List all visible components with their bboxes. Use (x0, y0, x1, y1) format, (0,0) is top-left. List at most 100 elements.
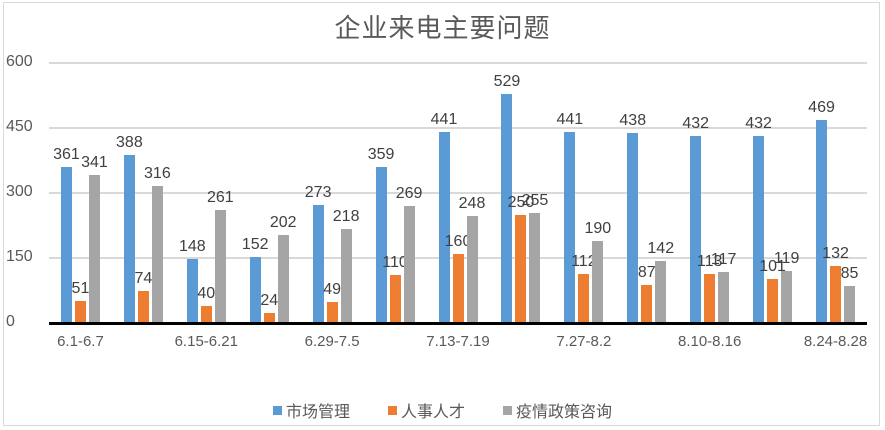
bar-hr (515, 214, 527, 323)
bar-hr (704, 274, 716, 323)
bar-covid (403, 206, 415, 323)
bar-market (123, 154, 135, 323)
bar-hr (641, 285, 653, 323)
y-tick-label: 450 (6, 118, 33, 135)
x-tick-label: 8.24-8.28 (803, 333, 868, 350)
bar-covid (529, 212, 541, 323)
legend-item: 市场管理 (272, 398, 350, 422)
gridline (49, 62, 867, 64)
data-label: 132 (822, 244, 849, 262)
data-label: 112 (571, 253, 597, 271)
x-tick-label: 7.13-7.19 (426, 333, 490, 350)
data-label: 361 (53, 145, 80, 163)
data-label: 51 (71, 279, 90, 297)
legend: 市场管理 人事人才 疫情政策咨询 (0, 398, 885, 422)
x-tick-label: 6.1-6.7 (57, 333, 104, 350)
y-tick-label: 0 (6, 313, 15, 330)
data-label: 40 (197, 284, 216, 302)
bar-hr (263, 312, 275, 323)
data-label: 438 (619, 112, 647, 130)
bar-market (249, 257, 261, 323)
bar-covid (592, 240, 604, 323)
bar-market (375, 167, 387, 323)
data-label: 142 (647, 240, 675, 258)
bar-market (690, 135, 702, 323)
legend-label: 市场管理 (285, 404, 350, 421)
bar-hr (767, 279, 779, 323)
data-label: 273 (304, 183, 332, 201)
data-label: 190 (584, 219, 612, 237)
data-label: 119 (773, 250, 800, 268)
data-label: 248 (458, 194, 486, 212)
x-tick-label: 6.29-7.5 (304, 333, 360, 350)
bar-market (816, 119, 828, 323)
gridline (49, 192, 867, 194)
data-label: 152 (241, 236, 269, 254)
legend-label: 疫情政策咨询 (516, 404, 613, 421)
bar-hr (578, 274, 590, 323)
bar-hr (452, 253, 464, 323)
legend-item: 疫情政策咨询 (503, 398, 612, 422)
bar-covid (466, 215, 478, 323)
data-label: 255 (521, 191, 549, 209)
y-tick-label: 600 (6, 53, 33, 70)
data-label: 113 (696, 253, 723, 271)
data-label: 250 (507, 193, 535, 211)
bar-covid (655, 261, 667, 323)
legend-item: 人事人才 (387, 398, 465, 422)
x-tick-label: 6.15-6.21 (174, 333, 238, 350)
data-label: 49 (323, 280, 342, 298)
gridline (49, 127, 867, 129)
bar-covid (151, 186, 163, 323)
bar-covid (88, 175, 100, 323)
bar-market (438, 131, 450, 323)
bar-market (627, 133, 639, 323)
bar-covid (781, 271, 793, 323)
data-label: 441 (556, 110, 584, 128)
bar-hr (74, 300, 86, 323)
data-label: 218 (332, 207, 360, 225)
bar-hr (326, 301, 338, 323)
bar-covid (277, 235, 289, 323)
data-label: 316 (144, 165, 171, 183)
x-tick-label: 7.27-8.2 (556, 333, 612, 350)
chart-title: 企业来电主要问题 (334, 14, 551, 44)
bar-market (186, 258, 198, 323)
bar-hr (389, 275, 401, 323)
bar-covid (844, 286, 856, 323)
bar-market (501, 93, 513, 323)
data-label: 469 (808, 98, 835, 116)
x-tick-label: 8.10-8.16 (677, 333, 742, 350)
bar-market (564, 131, 576, 323)
data-label: 160 (444, 232, 472, 250)
data-label: 441 (430, 110, 458, 128)
data-label: 432 (745, 114, 772, 132)
data-label: 148 (178, 237, 206, 255)
data-label: 432 (682, 114, 710, 132)
data-label: 341 (81, 154, 108, 172)
data-label: 202 (269, 214, 297, 232)
data-label: 359 (367, 146, 395, 164)
data-label: 388 (116, 133, 143, 151)
data-label: 74 (134, 269, 153, 287)
data-label: 269 (395, 185, 423, 203)
legend-label: 人事人才 (400, 404, 465, 421)
data-label: 117 (710, 251, 737, 269)
y-tick-label: 150 (6, 248, 33, 265)
bar-covid (340, 228, 352, 323)
legend-swatch-icon (387, 405, 397, 415)
data-label: 529 (493, 72, 521, 90)
data-label: 101 (759, 258, 786, 276)
data-label: 85 (840, 265, 859, 283)
x-axis-line (49, 322, 867, 325)
bar-hr (137, 290, 149, 323)
legend-swatch-icon (503, 405, 512, 415)
bar-covid (214, 209, 226, 323)
bar-market (60, 166, 72, 323)
data-label: 87 (637, 264, 656, 282)
bar-covid (718, 272, 730, 323)
data-label: 24 (260, 291, 279, 309)
data-label: 261 (206, 188, 234, 206)
bar-market (753, 135, 765, 323)
legend-swatch-icon (272, 405, 282, 415)
